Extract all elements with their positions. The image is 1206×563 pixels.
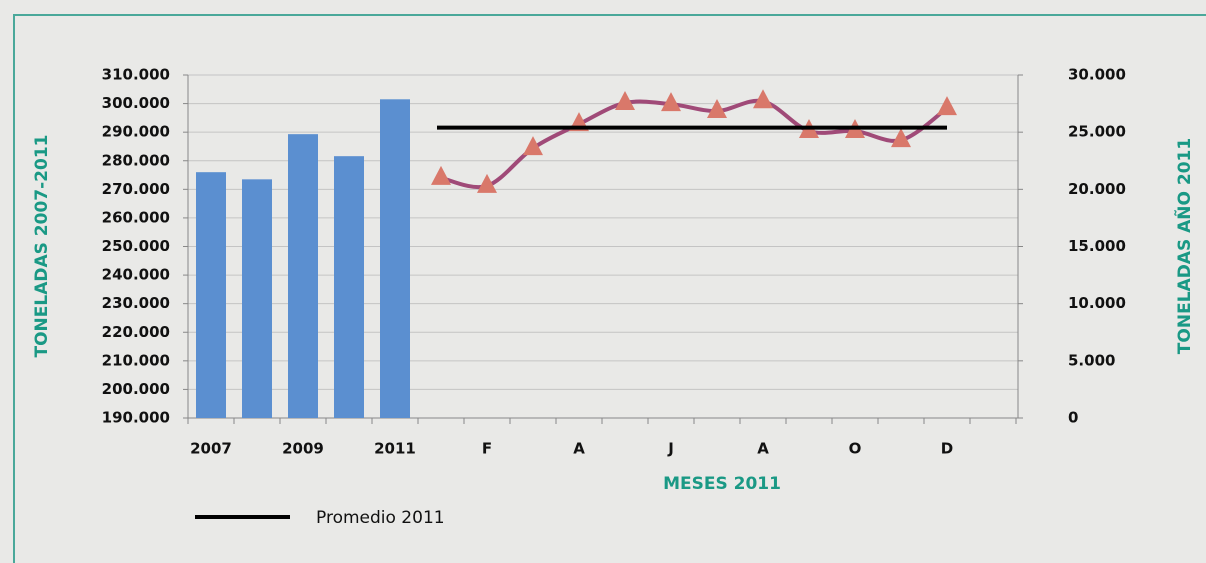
x-tick-label: A <box>757 440 769 458</box>
y2-tick-label: 10.000 <box>1068 294 1126 312</box>
y2-tick-label: 0 <box>1068 409 1078 427</box>
y2-tick-label: 20.000 <box>1068 180 1126 198</box>
y-tick-label: 270.000 <box>102 180 170 198</box>
line <box>440 98 949 190</box>
y2-tick-label: 25.000 <box>1068 123 1126 141</box>
y-tick-label: 200.000 <box>102 380 170 398</box>
bar <box>288 134 318 419</box>
bar <box>380 99 410 418</box>
x-tick-label: D <box>941 440 953 458</box>
marker <box>477 173 497 193</box>
bar <box>334 156 364 418</box>
y-tick-label: 290.000 <box>102 123 170 141</box>
bar <box>242 179 272 418</box>
y-tick-label: 250.000 <box>102 237 170 255</box>
x-tick-label: A <box>573 440 585 458</box>
y2-axis-title: TONELADAS AÑO 2011 <box>1172 138 1195 354</box>
x-tick-label: 2011 <box>374 440 416 458</box>
y-tick-label: 240.000 <box>102 266 170 284</box>
x-axis-title: MESES 2011 <box>663 474 781 494</box>
y2-tick-label: 5.000 <box>1068 351 1115 369</box>
marker <box>431 165 451 185</box>
bar <box>196 172 226 418</box>
x-tick-label: 2009 <box>282 440 324 458</box>
y-axis-title: TONELADAS 2007-2011 <box>32 135 52 358</box>
y-tick-label: 280.000 <box>102 151 170 169</box>
y-tick-label: 230.000 <box>102 294 170 312</box>
y-tick-label: 300.000 <box>102 94 170 112</box>
marker <box>615 91 635 111</box>
marker <box>661 92 681 112</box>
x-tick-label: O <box>849 440 862 458</box>
marker <box>937 96 957 116</box>
y-tick-label: 220.000 <box>102 323 170 341</box>
x-tick-label: 2007 <box>190 440 232 458</box>
marker <box>523 136 543 156</box>
marker <box>891 128 911 148</box>
x-tick-label: F <box>482 440 492 458</box>
y2-tick-label: 15.000 <box>1068 237 1126 255</box>
marker <box>753 89 773 109</box>
y-tick-label: 310.000 <box>102 66 170 84</box>
y-tick-label: 190.000 <box>102 409 170 427</box>
y-tick-label: 260.000 <box>102 208 170 226</box>
x-tick-label: J <box>667 440 674 458</box>
y-tick-label: 210.000 <box>102 351 170 369</box>
frame <box>13 14 1206 563</box>
y2-tick-label: 30.000 <box>1068 66 1126 84</box>
marker <box>707 99 727 119</box>
legend-label: Promedio 2011 <box>316 508 445 528</box>
